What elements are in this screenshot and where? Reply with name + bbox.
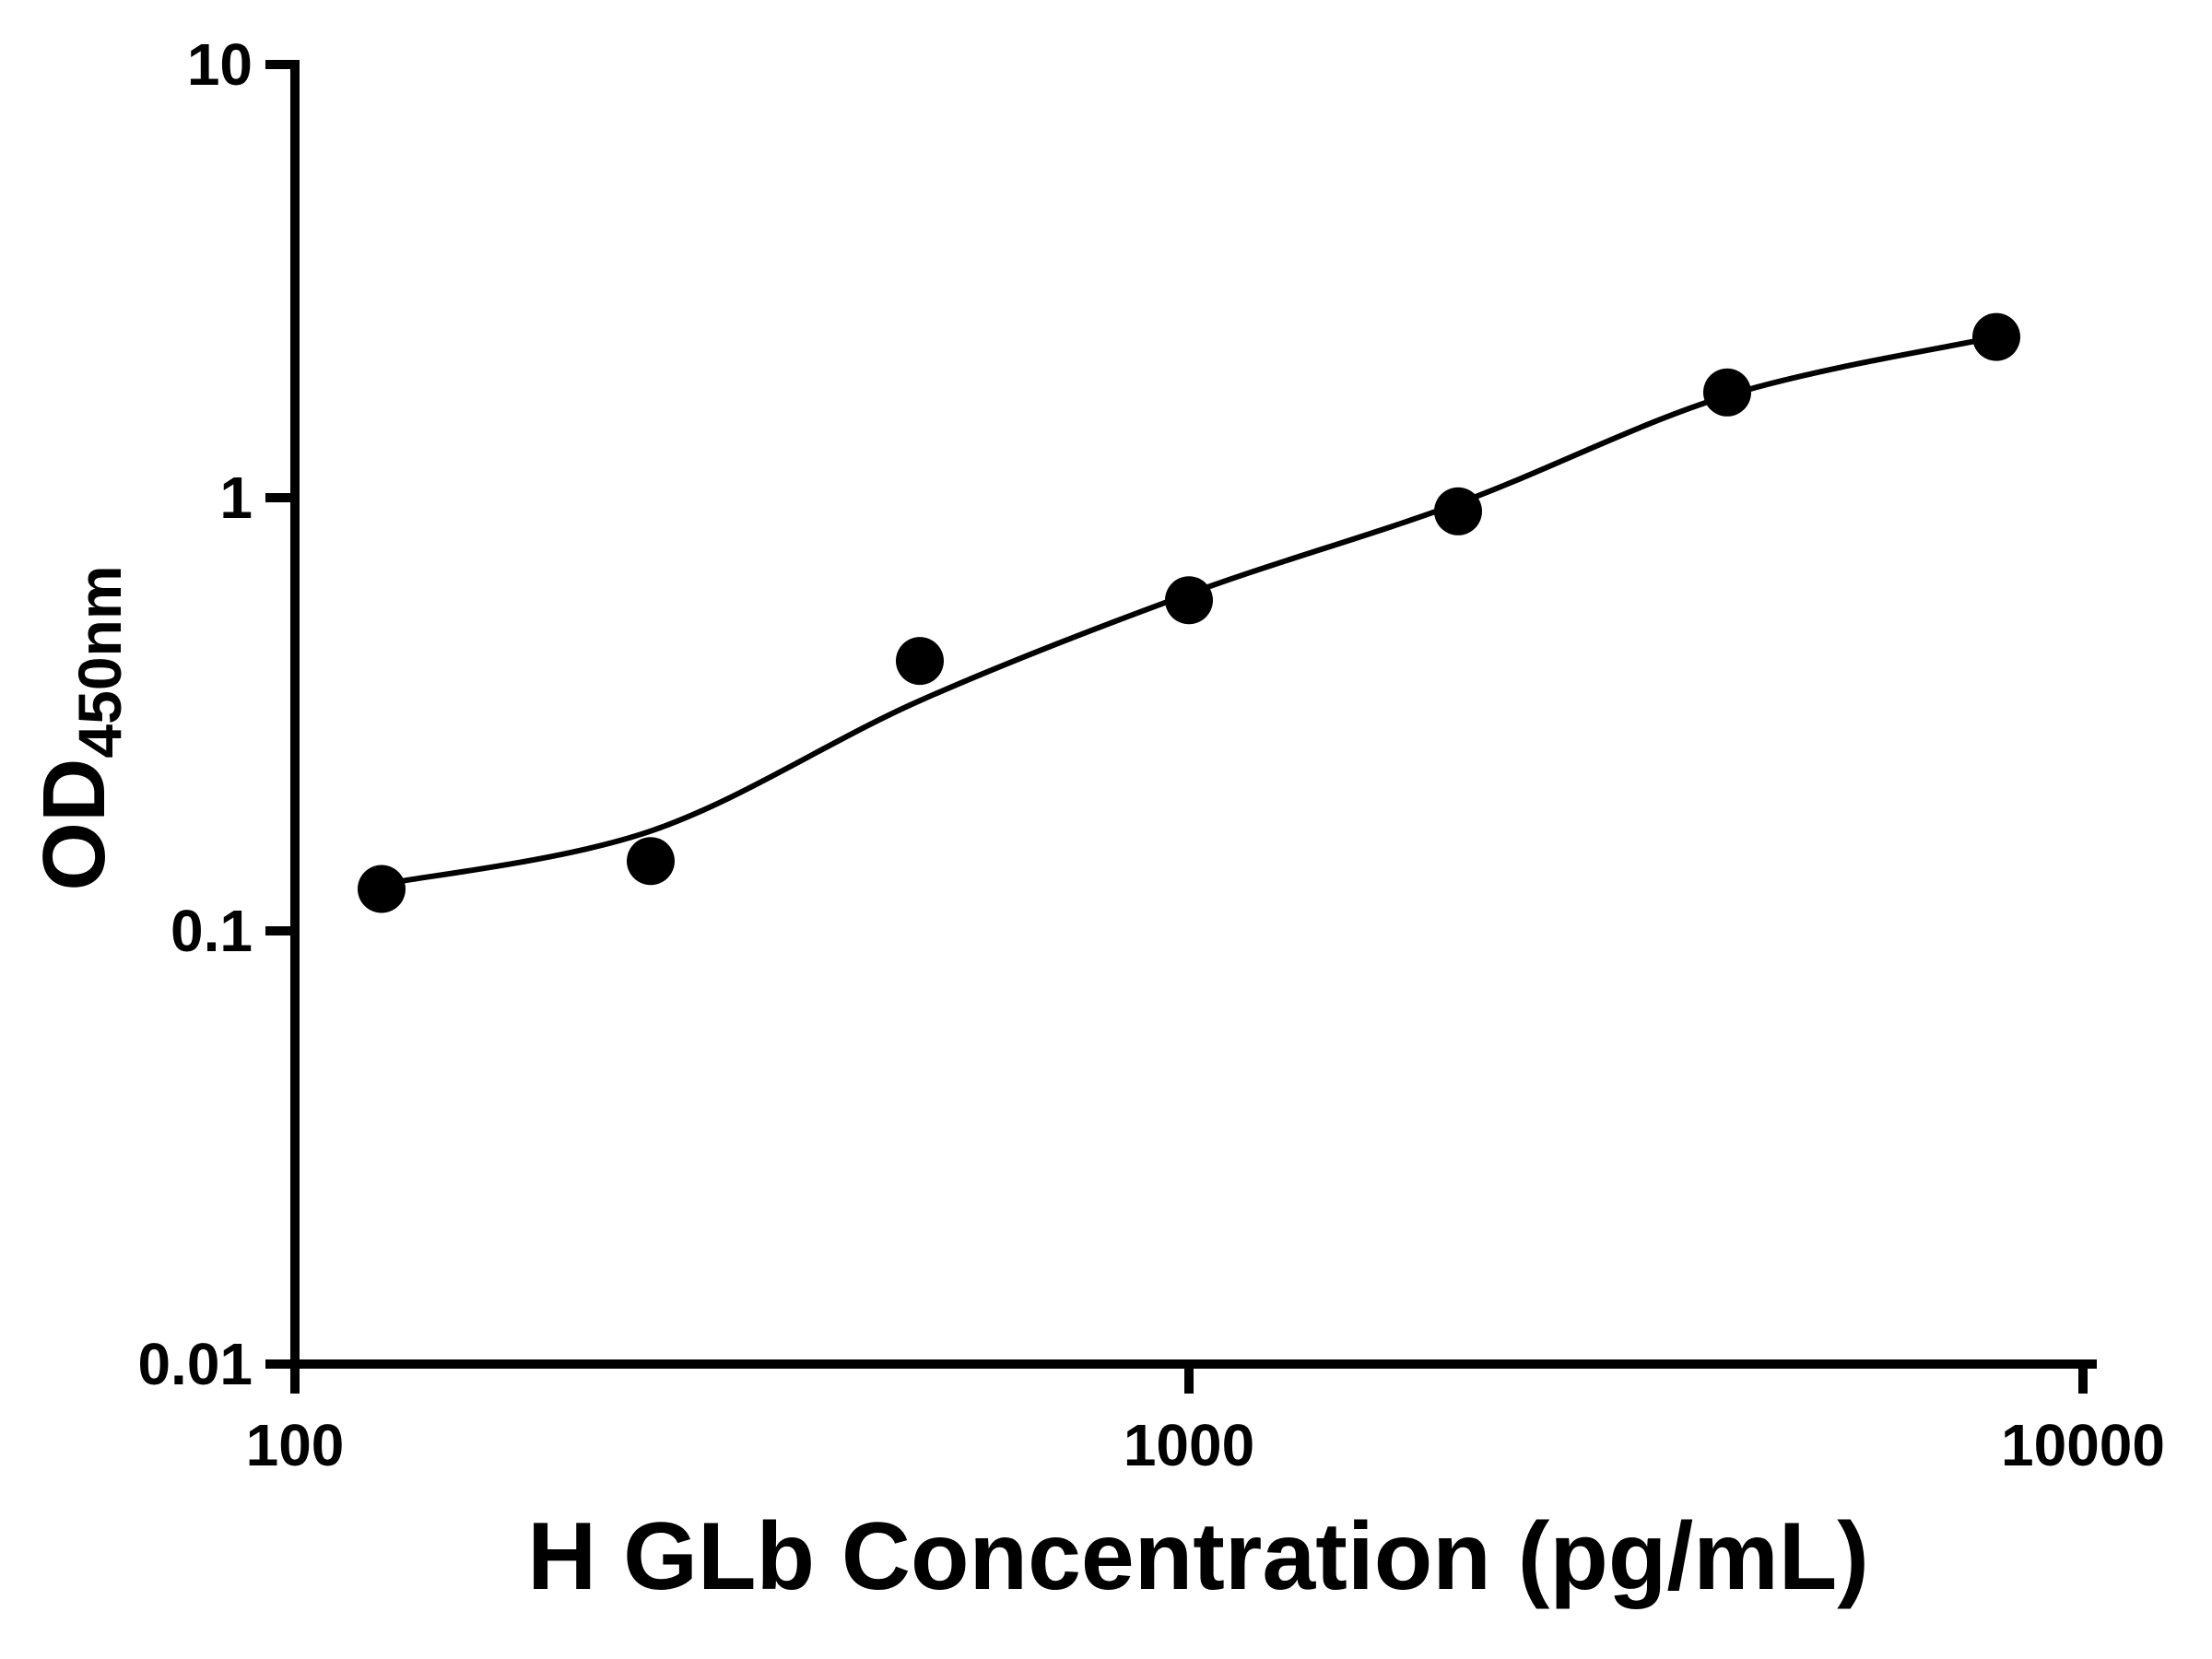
data-point (358, 865, 406, 913)
data-point (1165, 576, 1213, 625)
data-point (1434, 487, 1482, 535)
y-axis-title: OD450nm (24, 565, 135, 890)
axis-lines (290, 60, 2097, 1369)
y-tick-label: 10 (187, 31, 253, 98)
y-axis-title-text: OD (25, 758, 124, 891)
y-tick-label: 0.01 (137, 1331, 253, 1397)
y-tick-label: 0.1 (171, 898, 253, 964)
y-tick-label: 1 (219, 465, 253, 531)
y-axis-title-subscript: 450nm (65, 565, 134, 759)
x-axis-title: H GLb Concentration (pg/mL) (527, 1503, 1869, 1610)
data-point (627, 837, 675, 886)
x-tick-label: 100 (246, 1412, 345, 1478)
data-point (1972, 312, 2020, 361)
x-tick-label: 1000 (1124, 1412, 1254, 1478)
x-tick-label: 10000 (2001, 1412, 2165, 1478)
data-point (1703, 368, 1751, 417)
data-point (896, 637, 944, 686)
